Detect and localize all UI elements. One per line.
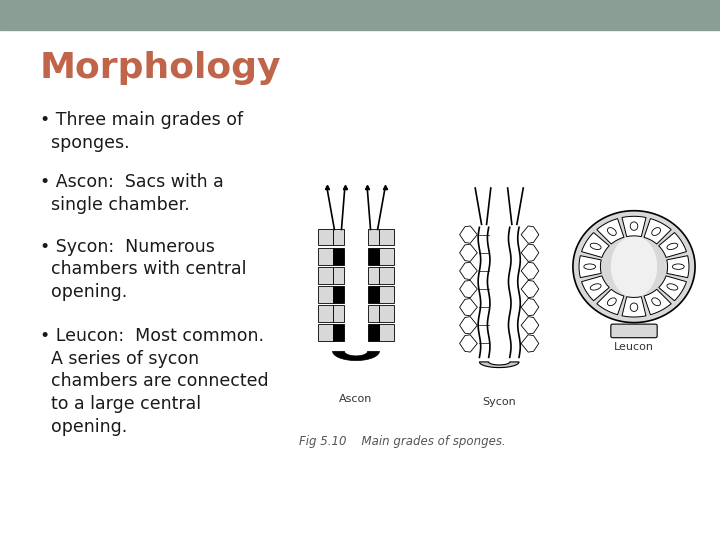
Polygon shape — [459, 244, 477, 261]
Bar — [368, 248, 379, 265]
Ellipse shape — [667, 284, 678, 290]
Polygon shape — [521, 299, 539, 316]
Text: • Sycon:  Numerous
  chambers with central
  opening.: • Sycon: Numerous chambers with central … — [40, 238, 246, 301]
Polygon shape — [459, 226, 477, 243]
PathPatch shape — [597, 219, 624, 244]
Bar — [318, 305, 333, 322]
Bar — [379, 229, 394, 246]
Bar — [0, 0, 720, 30]
Bar — [379, 248, 394, 265]
Ellipse shape — [584, 264, 595, 269]
Ellipse shape — [590, 284, 601, 290]
Polygon shape — [459, 316, 477, 334]
Polygon shape — [521, 244, 539, 261]
Bar — [368, 267, 379, 284]
PathPatch shape — [622, 217, 646, 237]
Text: • Ascon:  Sacs with a
  single chamber.: • Ascon: Sacs with a single chamber. — [40, 173, 223, 214]
Text: • Three main grades of
  sponges.: • Three main grades of sponges. — [40, 111, 243, 152]
Polygon shape — [521, 226, 539, 243]
Bar — [333, 324, 344, 341]
PathPatch shape — [582, 276, 609, 301]
Text: Leucon: Leucon — [614, 342, 654, 352]
Polygon shape — [459, 335, 477, 352]
PathPatch shape — [659, 276, 686, 301]
Bar — [333, 229, 344, 246]
Text: Sycon: Sycon — [482, 397, 516, 407]
Ellipse shape — [608, 298, 616, 306]
Polygon shape — [521, 335, 539, 352]
Bar — [379, 305, 394, 322]
Bar — [333, 286, 344, 302]
Polygon shape — [459, 262, 477, 280]
Bar — [333, 305, 344, 322]
PathPatch shape — [667, 255, 689, 278]
Polygon shape — [521, 316, 539, 334]
Polygon shape — [459, 299, 477, 316]
Bar — [379, 267, 394, 284]
Polygon shape — [521, 262, 539, 280]
Polygon shape — [459, 280, 477, 298]
Ellipse shape — [672, 264, 684, 269]
PathPatch shape — [582, 233, 609, 258]
Bar — [333, 248, 344, 265]
Text: Ascon: Ascon — [339, 394, 373, 404]
Bar — [379, 286, 394, 302]
Ellipse shape — [630, 303, 638, 312]
Ellipse shape — [590, 243, 601, 249]
Ellipse shape — [652, 228, 660, 235]
Bar — [318, 248, 333, 265]
PathPatch shape — [579, 255, 601, 278]
Bar — [368, 305, 379, 322]
PathPatch shape — [622, 296, 646, 317]
Text: Morphology: Morphology — [40, 51, 281, 85]
Bar — [368, 286, 379, 302]
Polygon shape — [611, 236, 657, 298]
PathPatch shape — [644, 219, 671, 244]
Bar — [368, 229, 379, 246]
Bar — [318, 286, 333, 302]
PathPatch shape — [659, 233, 686, 258]
FancyBboxPatch shape — [611, 324, 657, 338]
PathPatch shape — [480, 362, 519, 368]
Ellipse shape — [608, 228, 616, 235]
Polygon shape — [521, 280, 539, 298]
Ellipse shape — [652, 298, 660, 306]
PathPatch shape — [333, 352, 379, 361]
Ellipse shape — [667, 243, 678, 249]
Bar — [318, 267, 333, 284]
Bar — [333, 267, 344, 284]
PathPatch shape — [644, 289, 671, 315]
Ellipse shape — [630, 222, 638, 231]
Text: • Leucon:  Most common.
  A series of sycon
  chambers are connected
  to a larg: • Leucon: Most common. A series of sycon… — [40, 327, 269, 436]
Polygon shape — [573, 211, 695, 322]
PathPatch shape — [597, 289, 624, 315]
Text: Fig 5.10    Main grades of sponges.: Fig 5.10 Main grades of sponges. — [299, 435, 505, 448]
Bar — [368, 324, 379, 341]
Bar — [379, 324, 394, 341]
Bar — [318, 324, 333, 341]
Bar — [318, 229, 333, 246]
